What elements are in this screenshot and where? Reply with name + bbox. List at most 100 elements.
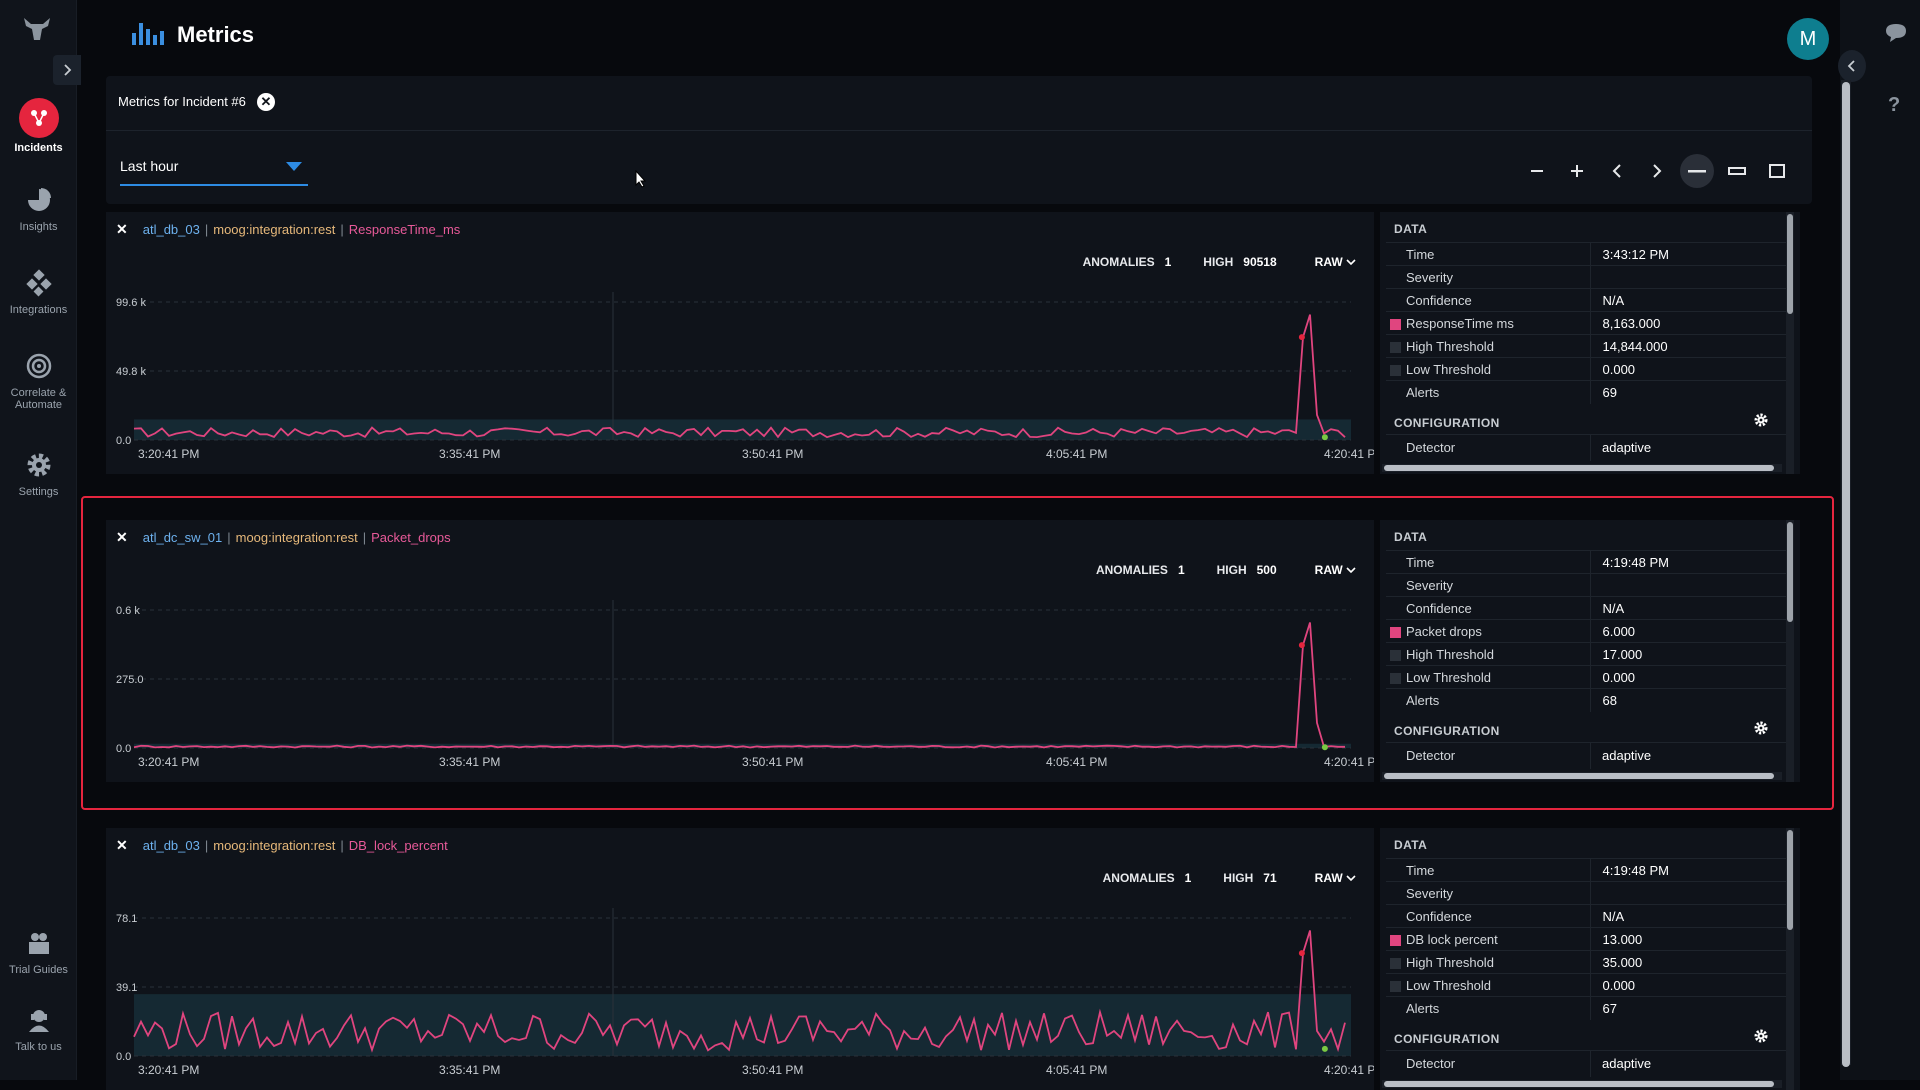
metric-host[interactable]: atl_dc_sw_01: [142, 530, 223, 545]
metric-source[interactable]: moog:integration:rest: [213, 838, 336, 853]
metric-stats: ANOMALIES 1 HIGH 500 RAW: [1096, 563, 1356, 577]
collapse-right-panel-button[interactable]: [1838, 50, 1866, 82]
data-row: Low Threshold 0.000: [1386, 665, 1786, 689]
threshold-band: [134, 994, 1351, 1056]
line-chart[interactable]: 78.1 39.1 0.0 3:20:41 PM 3:35:41 PM 3:50:41 P…: [106, 828, 1374, 1090]
metric-host[interactable]: atl_db_03: [142, 222, 200, 237]
mode-select[interactable]: RAW: [1315, 255, 1356, 269]
data-vertical-scrollbar[interactable]: [1786, 212, 1794, 474]
chevron-down-icon: [1346, 875, 1356, 882]
nav-incidents[interactable]: Incidents: [0, 98, 77, 154]
line-chart[interactable]: 0.6 k 275.0 0.0 3:20:41 PM 3:35:41 PM 3:50:41…: [106, 520, 1374, 782]
legend-swatch[interactable]: [1390, 365, 1401, 376]
data-vertical-scrollbar[interactable]: [1786, 520, 1794, 782]
chat-icon[interactable]: [1884, 22, 1908, 49]
data-horizontal-scrollbar[interactable]: [1382, 464, 1782, 472]
anomalies-count: 1: [1164, 255, 1172, 269]
app-logo-icon[interactable]: [22, 16, 52, 42]
metric-header: ✕ atl_dc_sw_01 | moog:integration:rest |…: [116, 529, 451, 546]
data-value: [1589, 573, 1786, 597]
data-key: ResponseTime ms: [1386, 311, 1590, 335]
page-title: Metrics: [177, 22, 255, 47]
x-tick-label: 4:05:41 PM: [1046, 755, 1107, 769]
help-icon[interactable]: ?: [1888, 94, 1901, 116]
metric-host[interactable]: atl_db_03: [142, 838, 200, 853]
y-tick-label: 49.8 k: [116, 366, 146, 378]
trial-guides-icon: [22, 926, 56, 960]
metric-card-selected: ✕ atl_dc_sw_01 | moog:integration:rest |…: [106, 520, 1800, 782]
large-view-button[interactable]: [1760, 154, 1794, 188]
metric-source[interactable]: moog:integration:rest: [235, 530, 358, 545]
data-vertical-scrollbar[interactable]: [1786, 828, 1794, 1090]
zoom-out-button[interactable]: [1520, 154, 1554, 188]
data-table: Time 4:19:48 PM Severity Confidence N/A DB lo…: [1386, 858, 1786, 1020]
data-key: DB lock percent: [1386, 927, 1590, 951]
mode-select[interactable]: RAW: [1315, 871, 1356, 885]
legend-swatch[interactable]: [1390, 935, 1401, 946]
gear-icon[interactable]: [1754, 413, 1768, 432]
legend-swatch[interactable]: [1390, 342, 1401, 353]
series-line: [133, 622, 1345, 749]
x-tick-label: 3:35:41 PM: [439, 755, 500, 769]
zoom-in-button[interactable]: [1560, 154, 1594, 188]
legend-swatch[interactable]: [1390, 319, 1401, 330]
time-range-select[interactable]: Last hour: [120, 154, 308, 186]
series-line: [133, 930, 1346, 1053]
data-row: Low Threshold 0.000: [1386, 973, 1786, 997]
nav-trial-guides[interactable]: Trial Guides: [0, 926, 77, 976]
metric-name[interactable]: DB_lock_percent: [348, 838, 448, 853]
anomaly-point: [1298, 642, 1305, 649]
legend-swatch[interactable]: [1390, 650, 1401, 661]
close-incident-icon[interactable]: ✕: [257, 93, 275, 111]
data-horizontal-scrollbar[interactable]: [1382, 772, 1782, 780]
legend-swatch[interactable]: [1390, 627, 1401, 638]
remove-metric-icon[interactable]: ✕: [116, 529, 128, 545]
top-bar: Metrics M: [77, 0, 1847, 70]
pan-left-button[interactable]: [1600, 154, 1634, 188]
data-key-label: Time: [1406, 862, 1435, 878]
metric-header: ✕ atl_db_03 | moog:integration:rest | DB…: [116, 837, 448, 854]
incident-panel: Metrics for Incident #6 ✕ Last hour: [106, 76, 1812, 204]
nav-insights[interactable]: Insights: [0, 183, 77, 233]
chevron-left-icon: [1847, 60, 1855, 72]
metric-source[interactable]: moog:integration:rest: [213, 222, 336, 237]
pan-right-button[interactable]: [1640, 154, 1674, 188]
detector-value: adaptive: [1602, 440, 1652, 455]
line-chart[interactable]: 99.6 k 49.8 k 0.0 3:20:41 PM 3:35:41 PM 3:50:…: [106, 212, 1374, 474]
page-scrollbar[interactable]: [1842, 82, 1850, 1067]
legend-swatch[interactable]: [1390, 673, 1401, 684]
remove-metric-icon[interactable]: ✕: [116, 837, 128, 853]
metric-stats: ANOMALIES 1 HIGH 71 RAW: [1103, 871, 1356, 885]
gear-icon[interactable]: [1754, 1029, 1768, 1048]
compact-view-button[interactable]: [1680, 154, 1714, 188]
caret-down-icon: [286, 162, 302, 171]
high-label: HIGH: [1223, 871, 1254, 885]
nav-integrations[interactable]: Integrations: [0, 266, 77, 316]
data-value: 4:19:48 PM: [1589, 550, 1786, 574]
zoom-controls: [1520, 154, 1794, 188]
avatar[interactable]: M: [1787, 18, 1829, 60]
data-value: 3:43:12 PM: [1589, 242, 1786, 266]
nav-settings[interactable]: Settings: [0, 448, 77, 498]
mode-select[interactable]: RAW: [1315, 563, 1356, 577]
data-horizontal-scrollbar[interactable]: [1382, 1080, 1782, 1088]
metric-name[interactable]: ResponseTime_ms: [348, 222, 461, 237]
x-tick-label: 4:20:41 PM: [1324, 1063, 1374, 1077]
configuration-title: CONFIGURATION: [1394, 416, 1500, 430]
data-value: 68: [1589, 688, 1786, 712]
x-tick-label: 4:05:41 PM: [1046, 447, 1107, 461]
legend-swatch[interactable]: [1390, 958, 1401, 969]
data-value: 4:19:48 PM: [1589, 858, 1786, 882]
legend-swatch[interactable]: [1390, 981, 1401, 992]
data-key: Alerts: [1386, 380, 1590, 404]
data-key-label: Alerts: [1406, 692, 1440, 708]
medium-view-button[interactable]: [1720, 154, 1754, 188]
remove-metric-icon[interactable]: ✕: [116, 221, 128, 237]
metric-name[interactable]: Packet_drops: [371, 530, 451, 545]
expand-nav-button[interactable]: [53, 55, 81, 85]
chart-panel: ✕ atl_dc_sw_01 | moog:integration:rest |…: [106, 520, 1374, 782]
gear-icon[interactable]: [1754, 721, 1768, 740]
nav-correlate-automate[interactable]: Correlate & Automate: [0, 349, 77, 411]
nav-talk-to-us[interactable]: Talk to us: [0, 1003, 77, 1053]
data-value: 0.000: [1589, 357, 1786, 381]
